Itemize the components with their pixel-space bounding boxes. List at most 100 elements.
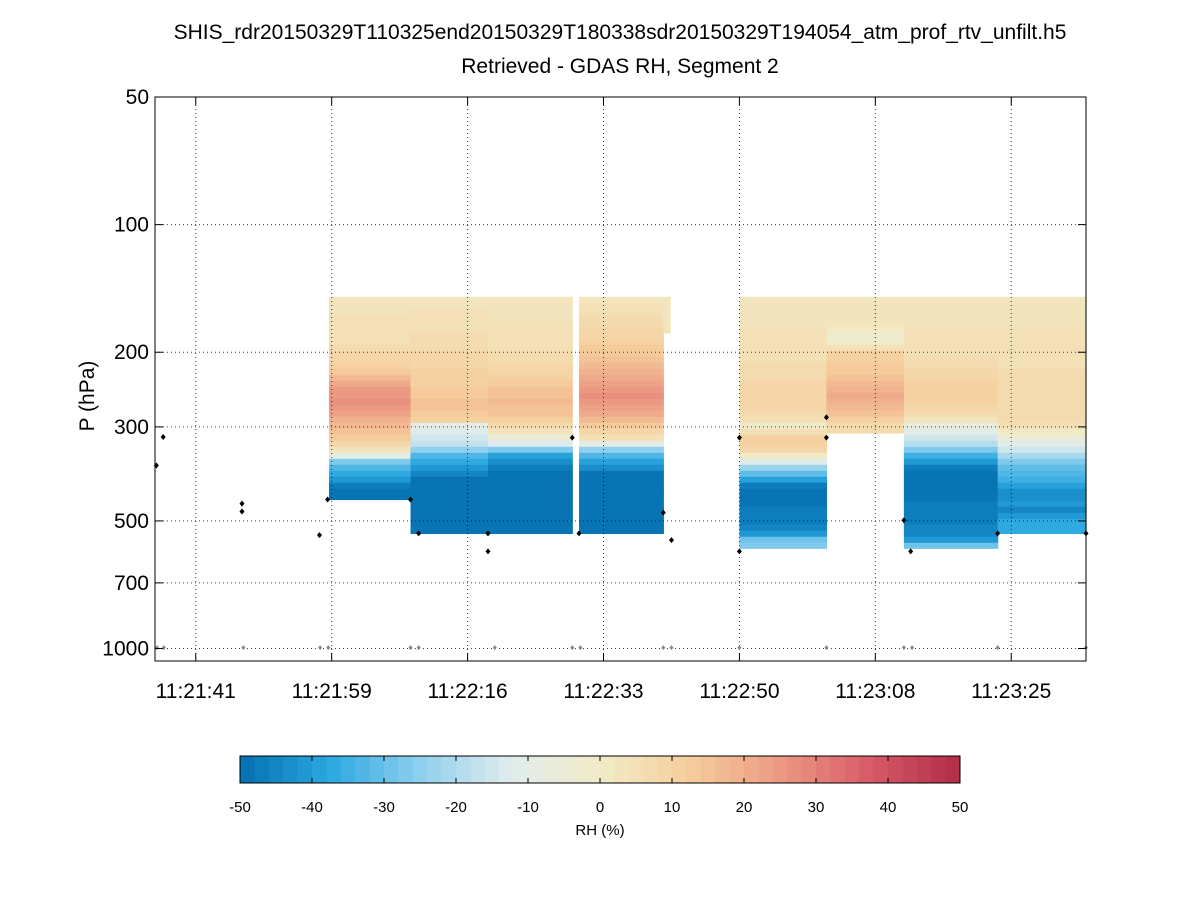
heatmap-cell bbox=[903, 494, 999, 502]
gray-marker bbox=[155, 645, 160, 651]
heatmap-cell bbox=[328, 428, 412, 436]
heatmap-cell bbox=[826, 422, 905, 430]
heatmap-cell bbox=[903, 458, 999, 466]
y-tick-label: 100 bbox=[114, 214, 149, 237]
heatmap-cell bbox=[487, 476, 573, 484]
heatmap-cell bbox=[903, 326, 999, 334]
heatmap-cell bbox=[903, 362, 999, 370]
black-marker bbox=[995, 530, 1001, 537]
black-marker bbox=[736, 548, 742, 555]
heatmap-cell bbox=[997, 314, 1087, 322]
heatmap-cell bbox=[487, 512, 573, 520]
colorbar-swatch bbox=[729, 756, 745, 783]
colorbar-swatch bbox=[859, 756, 875, 783]
heatmap-cell bbox=[903, 320, 999, 328]
black-marker bbox=[660, 509, 666, 516]
heatmap-cell bbox=[903, 302, 999, 310]
colorbar-swatch bbox=[398, 756, 414, 783]
heatmap-column bbox=[826, 296, 905, 434]
heatmap-cell bbox=[410, 464, 489, 472]
heatmap-cell bbox=[826, 314, 905, 322]
heatmap-cell bbox=[410, 410, 489, 418]
colorbar-swatch bbox=[441, 756, 457, 783]
heatmap-cell bbox=[328, 326, 412, 334]
heatmap-cell bbox=[579, 386, 664, 394]
heatmap-cell bbox=[997, 434, 1087, 442]
heatmap-cell bbox=[997, 362, 1087, 370]
heatmap-cell bbox=[579, 488, 664, 496]
heatmap-cell bbox=[410, 386, 489, 394]
heatmap-cell bbox=[903, 518, 999, 526]
heatmap-cell bbox=[487, 416, 573, 424]
heatmap-cell bbox=[997, 416, 1087, 424]
heatmap-cell bbox=[328, 374, 412, 382]
colorbar-swatch bbox=[456, 756, 471, 783]
heatmap-cell bbox=[903, 434, 999, 442]
colorbar-swatch bbox=[758, 756, 774, 783]
heatmap-cell bbox=[328, 356, 412, 364]
heatmap-cell bbox=[328, 494, 412, 501]
heatmap-cell bbox=[997, 476, 1087, 484]
heatmap-cell bbox=[739, 446, 827, 454]
heatmap-cell bbox=[328, 470, 412, 478]
colorbar-swatch bbox=[801, 756, 817, 783]
heatmap-cell bbox=[328, 338, 412, 346]
heatmap-cell bbox=[410, 494, 489, 502]
heatmap-cell bbox=[997, 344, 1087, 352]
heatmap-cell bbox=[997, 494, 1087, 502]
heatmap-cell bbox=[487, 404, 573, 412]
heatmap-cell bbox=[410, 458, 489, 466]
heatmap-cell bbox=[579, 368, 664, 376]
y-tick-label: 500 bbox=[114, 510, 149, 533]
x-tick-label: 11:23:25 bbox=[971, 680, 1051, 703]
heatmap-cell bbox=[410, 506, 489, 514]
heatmap-cell bbox=[487, 458, 573, 466]
colorbar-swatch bbox=[600, 756, 615, 783]
colorbar-tick-label: -30 bbox=[373, 799, 395, 816]
heatmap-cell bbox=[328, 416, 412, 424]
heatmap-cell bbox=[410, 428, 489, 436]
heatmap-cell bbox=[579, 470, 664, 478]
heatmap-cell bbox=[739, 500, 827, 508]
colorbar-swatch bbox=[297, 756, 313, 783]
heatmap-cell bbox=[328, 392, 412, 400]
black-marker bbox=[485, 530, 491, 537]
colorbar-swatch bbox=[283, 756, 299, 783]
heatmap-cell bbox=[997, 392, 1087, 400]
colorbar-swatch bbox=[470, 756, 486, 783]
heatmap-cell bbox=[487, 470, 573, 478]
colorbar-swatch bbox=[268, 756, 284, 783]
heatmap-cell bbox=[997, 428, 1087, 436]
heatmap-cell bbox=[410, 434, 489, 442]
heatmap-cell bbox=[410, 470, 489, 478]
colorbar-tick-label: 40 bbox=[880, 799, 897, 816]
black-marker bbox=[239, 500, 245, 507]
colorbar-swatch bbox=[931, 756, 947, 783]
heatmap-cell bbox=[739, 428, 827, 436]
heatmap-cell bbox=[997, 458, 1087, 466]
heatmap-cell bbox=[579, 512, 664, 520]
heatmap-cell bbox=[997, 518, 1087, 526]
heatmap-cell bbox=[410, 362, 489, 370]
x-tick-label: 11:21:41 bbox=[156, 680, 236, 703]
heatmap-cell bbox=[997, 404, 1087, 412]
heatmap-cell bbox=[903, 296, 999, 304]
heatmap-cell bbox=[487, 344, 573, 352]
heatmap-cell bbox=[579, 320, 664, 328]
colorbar-swatch bbox=[844, 756, 860, 783]
heatmap-cell bbox=[903, 404, 999, 412]
heatmap-cell bbox=[826, 416, 905, 424]
heatmap-cell bbox=[410, 332, 489, 340]
heatmap-cell bbox=[997, 506, 1087, 514]
heatmap-cell bbox=[410, 338, 489, 346]
heatmap-cell bbox=[997, 386, 1087, 394]
heatmap-cell bbox=[410, 374, 489, 382]
heatmap-cell bbox=[739, 536, 827, 544]
heatmap-cell bbox=[739, 296, 827, 304]
heatmap-cell bbox=[903, 500, 999, 508]
heatmap-column bbox=[663, 296, 671, 334]
heatmap-cell bbox=[487, 338, 573, 346]
heatmap-cell bbox=[579, 482, 664, 490]
heatmap-cell bbox=[410, 344, 489, 352]
heatmap-cell bbox=[997, 410, 1087, 418]
